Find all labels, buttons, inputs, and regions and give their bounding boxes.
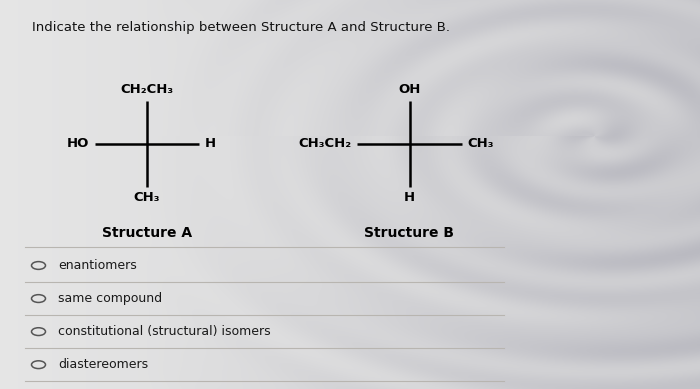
Text: CH₂CH₃: CH₂CH₃ xyxy=(120,84,174,96)
Text: CH₃: CH₃ xyxy=(134,191,160,204)
Text: enantiomers: enantiomers xyxy=(58,259,136,272)
Text: OH: OH xyxy=(398,84,421,96)
Text: Structure B: Structure B xyxy=(365,226,454,240)
Text: CH₃CH₂: CH₃CH₂ xyxy=(298,137,351,151)
Text: Structure A: Structure A xyxy=(102,226,192,240)
Text: constitutional (structural) isomers: constitutional (structural) isomers xyxy=(58,325,271,338)
Text: H: H xyxy=(404,191,415,204)
Text: diastereomers: diastereomers xyxy=(58,358,148,371)
Text: H: H xyxy=(205,137,216,151)
Text: Indicate the relationship between Structure A and Structure B.: Indicate the relationship between Struct… xyxy=(32,21,449,34)
Text: HO: HO xyxy=(66,137,89,151)
Text: same compound: same compound xyxy=(58,292,162,305)
Text: CH₃: CH₃ xyxy=(468,137,494,151)
